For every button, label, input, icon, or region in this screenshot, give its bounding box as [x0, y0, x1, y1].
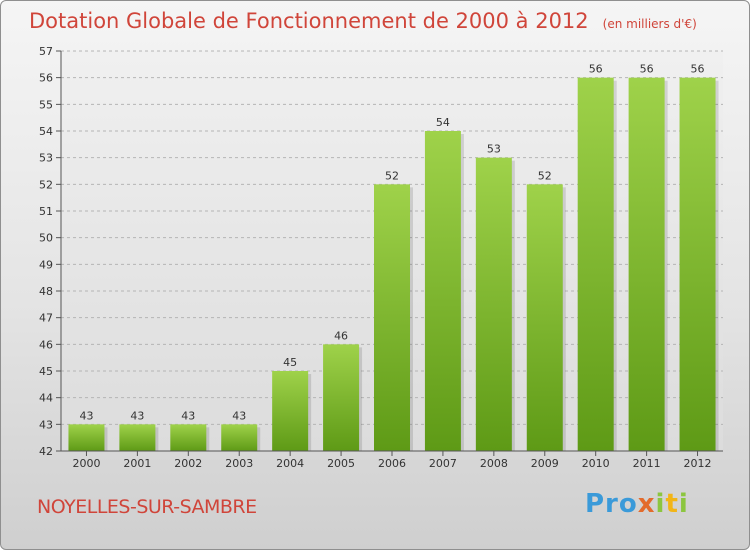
bar-value-label: 52 [538, 169, 552, 182]
bar [679, 77, 716, 452]
x-tick-label: 2004 [276, 457, 304, 470]
proxiti-logo[interactable]: Proxiti [585, 489, 689, 519]
bar [272, 371, 309, 451]
x-tick-label: 2005 [327, 457, 355, 470]
x-tick-label: 2000 [72, 457, 100, 470]
x-tick-label: 2006 [378, 457, 406, 470]
bar [475, 157, 512, 451]
bar-value-label: 54 [436, 116, 450, 129]
bar-value-label: 53 [487, 143, 501, 156]
bar-value-label: 45 [283, 356, 297, 369]
y-tick-label: 46 [39, 338, 53, 351]
bar [374, 184, 410, 452]
bar-value-label: 43 [130, 409, 144, 422]
x-tick-label: 2009 [531, 457, 559, 470]
bar-value-label: 56 [589, 63, 603, 76]
y-tick-label: 43 [39, 418, 53, 431]
title-text: Dotation Globale de Fonctionnement de 20… [29, 9, 589, 33]
bar [68, 424, 105, 451]
y-tick-label: 49 [39, 258, 53, 271]
commune-name: NOYELLES-SUR-SAMBRE [37, 496, 257, 518]
x-tick-label: 2011 [633, 457, 661, 470]
x-tick-label: 2012 [684, 457, 712, 470]
bars: 43 43 43 43 45 46 52 54 53 52 56 56 56 [68, 63, 719, 452]
bar [119, 424, 156, 451]
bar [221, 424, 258, 451]
chart-title: Dotation Globale de Fonctionnement de 20… [29, 9, 697, 33]
y-tick-label: 44 [39, 392, 53, 405]
bar-value-label: 52 [385, 169, 399, 182]
y-tick-label: 54 [39, 125, 53, 138]
y-tick-label: 52 [39, 178, 53, 191]
bar [628, 77, 665, 452]
bar [170, 424, 207, 451]
bar-value-label: 46 [334, 329, 348, 342]
y-tick-label: 55 [39, 98, 53, 111]
bar-value-label: 43 [79, 409, 93, 422]
y-tick-label: 47 [39, 312, 53, 325]
y-tick-label: 57 [39, 45, 53, 58]
y-tick-label: 56 [39, 72, 53, 85]
y-tick-label: 50 [39, 232, 53, 245]
x-tick-label: 2008 [480, 457, 508, 470]
bar-value-label: 43 [181, 409, 195, 422]
bar-value-label: 56 [691, 63, 705, 76]
x-tick-label: 2007 [429, 457, 457, 470]
bar-value-label: 56 [640, 63, 654, 76]
x-tick-label: 2001 [123, 457, 151, 470]
x-tick-label: 2010 [582, 457, 610, 470]
bar [526, 184, 563, 452]
bar [424, 131, 461, 451]
y-tick-label: 51 [39, 205, 53, 218]
x-tick-label: 2003 [225, 457, 253, 470]
bar [577, 77, 614, 452]
x-axis: 2000 2001 2002 2003 2004 2005 2006 2007 2008 2009… [61, 450, 723, 470]
y-tick-label: 45 [39, 365, 53, 378]
x-tick-label: 2002 [174, 457, 202, 470]
y-tick-label: 53 [39, 152, 53, 165]
bar-value-label: 43 [232, 409, 246, 422]
y-tick-label: 48 [39, 285, 53, 298]
units-label: (en milliers d'€) [602, 17, 697, 31]
y-axis: 42 43 44 45 46 47 48 49 50 51 52 53 54 55 56 57 [39, 45, 62, 458]
y-tick-label: 42 [39, 445, 53, 458]
bar [323, 344, 360, 451]
